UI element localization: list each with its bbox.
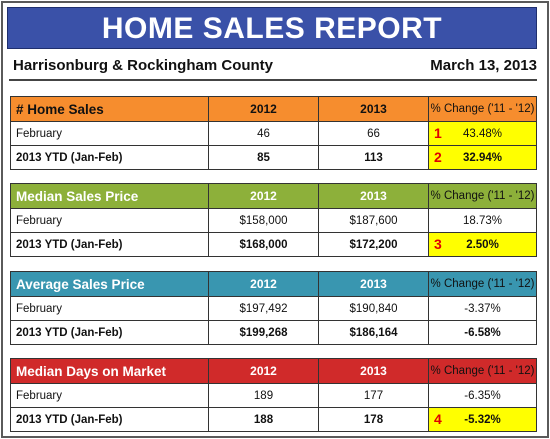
average-sales-price-table: Average Sales Price 2012 2013 % Change (… bbox=[10, 271, 537, 345]
column-header-change: % Change ('11 - '12) bbox=[428, 271, 537, 297]
row-label: 2013 YTD (Jan-Feb) bbox=[10, 232, 209, 257]
median-sales-price-table: Median Sales Price 2012 2013 % Change ('… bbox=[10, 183, 537, 257]
row-label: 2013 YTD (Jan-Feb) bbox=[10, 407, 209, 432]
table-row: February 46 66 1 43.48% bbox=[10, 121, 537, 146]
row-label: February bbox=[10, 383, 209, 408]
change-value: 43.48% bbox=[462, 127, 502, 140]
value-2013: $186,164 bbox=[318, 320, 429, 345]
table-row: February 189 177 -6.35% bbox=[10, 383, 537, 408]
column-header-2013: 2013 bbox=[318, 183, 429, 209]
annotation-marker: 3 bbox=[434, 236, 442, 252]
change-value: 2.50% bbox=[466, 238, 499, 251]
table-title: Median Sales Price bbox=[10, 183, 209, 209]
change-cell: 3 2.50% bbox=[428, 232, 537, 257]
table-row: 2013 YTD (Jan-Feb) 85 113 2 32.94% bbox=[10, 145, 537, 170]
change-cell: 1 43.48% bbox=[428, 121, 537, 146]
value-2013: 177 bbox=[318, 383, 429, 408]
annotation-marker: 1 bbox=[434, 125, 442, 141]
report-location: Harrisonburg & Rockingham County bbox=[13, 57, 274, 74]
value-2012: $158,000 bbox=[208, 208, 319, 233]
row-label: February bbox=[10, 208, 209, 233]
value-2012: 189 bbox=[208, 383, 319, 408]
value-2012: 46 bbox=[208, 121, 319, 146]
value-2012: 85 bbox=[208, 145, 319, 170]
table-title: Median Days on Market bbox=[10, 358, 209, 384]
column-header-change: % Change ('11 - '12) bbox=[428, 358, 537, 384]
column-header-2013: 2013 bbox=[318, 96, 429, 122]
value-2013: 178 bbox=[318, 407, 429, 432]
change-value: -6.35% bbox=[428, 383, 537, 408]
home-sales-table: # Home Sales 2012 2013 % Change ('11 - '… bbox=[10, 96, 537, 170]
report-title: HOME SALES REPORT bbox=[7, 7, 537, 49]
table-header-row: Average Sales Price 2012 2013 % Change (… bbox=[10, 271, 537, 297]
table-header-row: # Home Sales 2012 2013 % Change ('11 - '… bbox=[10, 96, 537, 122]
column-header-2013: 2013 bbox=[318, 358, 429, 384]
value-2012: $197,492 bbox=[208, 296, 319, 321]
table-row: February $197,492 $190,840 -3.37% bbox=[10, 296, 537, 321]
value-2013: 113 bbox=[318, 145, 429, 170]
column-header-2013: 2013 bbox=[318, 271, 429, 297]
table-row: 2013 YTD (Jan-Feb) 188 178 4 -5.32% bbox=[10, 407, 537, 432]
row-label: 2013 YTD (Jan-Feb) bbox=[10, 320, 209, 345]
column-header-2012: 2012 bbox=[208, 271, 319, 297]
table-row: February $158,000 $187,600 18.73% bbox=[10, 208, 537, 233]
change-value: -6.58% bbox=[428, 320, 537, 345]
change-value: -5.32% bbox=[464, 413, 501, 426]
median-days-on-market-table: Median Days on Market 2012 2013 % Change… bbox=[10, 358, 537, 432]
value-2013: $187,600 bbox=[318, 208, 429, 233]
table-header-row: Median Days on Market 2012 2013 % Change… bbox=[10, 358, 537, 384]
table-title: # Home Sales bbox=[10, 96, 209, 122]
row-label: February bbox=[10, 296, 209, 321]
change-value: 32.94% bbox=[462, 151, 502, 164]
column-header-change: % Change ('11 - '12) bbox=[428, 183, 537, 209]
annotation-marker: 2 bbox=[434, 149, 442, 165]
table-title: Average Sales Price bbox=[10, 271, 209, 297]
value-2012: 188 bbox=[208, 407, 319, 432]
value-2012: $168,000 bbox=[208, 232, 319, 257]
value-2013: $172,200 bbox=[318, 232, 429, 257]
value-2013: $190,840 bbox=[318, 296, 429, 321]
row-label: 2013 YTD (Jan-Feb) bbox=[10, 145, 209, 170]
change-cell: 2 32.94% bbox=[428, 145, 537, 170]
row-label: February bbox=[10, 121, 209, 146]
table-row: 2013 YTD (Jan-Feb) $199,268 $186,164 -6.… bbox=[10, 320, 537, 345]
value-2012: $199,268 bbox=[208, 320, 319, 345]
change-value: -3.37% bbox=[428, 296, 537, 321]
value-2013: 66 bbox=[318, 121, 429, 146]
column-header-2012: 2012 bbox=[208, 96, 319, 122]
table-header-row: Median Sales Price 2012 2013 % Change ('… bbox=[10, 183, 537, 209]
column-header-change: % Change ('11 - '12) bbox=[428, 96, 537, 122]
column-header-2012: 2012 bbox=[208, 183, 319, 209]
annotation-marker: 4 bbox=[434, 411, 442, 427]
column-header-2012: 2012 bbox=[208, 358, 319, 384]
table-row: 2013 YTD (Jan-Feb) $168,000 $172,200 3 2… bbox=[10, 232, 537, 257]
header-divider bbox=[9, 79, 537, 81]
report-date: March 13, 2013 bbox=[430, 57, 537, 74]
change-cell: 4 -5.32% bbox=[428, 407, 537, 432]
change-value: 18.73% bbox=[428, 208, 537, 233]
